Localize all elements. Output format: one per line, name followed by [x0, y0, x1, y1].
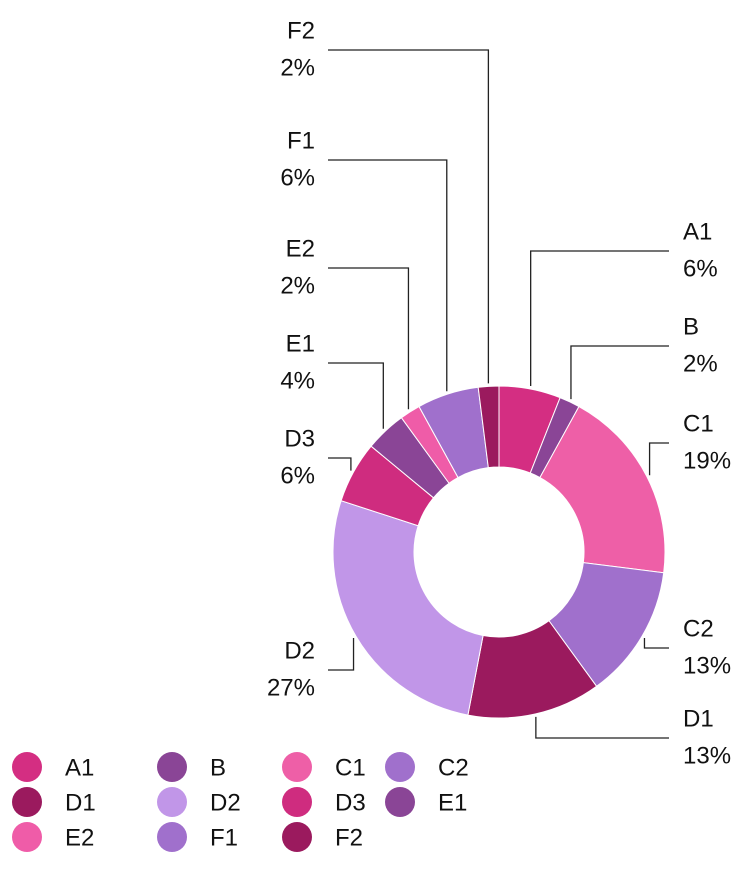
legend-swatch [12, 787, 42, 817]
leader-line [650, 443, 669, 475]
slice-label: B [683, 313, 699, 340]
value-label: 6% [280, 164, 315, 191]
value-label: 13% [683, 652, 731, 679]
legend-label: C2 [438, 754, 469, 781]
legend-label: D1 [65, 789, 96, 816]
leader-line [571, 346, 669, 399]
legend-swatch [157, 752, 187, 782]
donut-slice [333, 501, 483, 715]
legend-swatch [12, 752, 42, 782]
slice-label: C2 [683, 615, 714, 642]
leader-line [644, 638, 669, 648]
value-label: 6% [683, 255, 718, 282]
legend-swatch [157, 787, 187, 817]
legend-label: D3 [335, 789, 366, 816]
slice-label: A1 [683, 218, 712, 245]
value-label: 13% [683, 742, 731, 769]
leader-line [531, 251, 669, 386]
value-label: 6% [280, 462, 315, 489]
legend-swatch [385, 752, 415, 782]
legend-swatch [282, 822, 312, 852]
chart: A1 6% B 2% C1 19% C2 13% D1 13% D2 27% D3 6% E1 4% E2 2% F… [0, 0, 750, 888]
legend-label: A1 [65, 754, 94, 781]
legend-label: D2 [210, 789, 241, 816]
legend-label: C1 [335, 754, 366, 781]
value-label: 2% [280, 54, 315, 81]
leader-line [328, 363, 383, 429]
legend-label: E2 [65, 824, 94, 851]
legend-swatch [282, 787, 312, 817]
value-label: 2% [683, 350, 718, 377]
slice-label: D2 [284, 637, 315, 664]
value-label: 2% [280, 272, 315, 299]
slice-label: C1 [683, 410, 714, 437]
legend-label: B [210, 754, 226, 781]
leader-line [328, 160, 447, 391]
legend-label: E1 [438, 789, 467, 816]
slice-label: F2 [287, 17, 315, 44]
legend-swatch [157, 822, 187, 852]
slice-label: F1 [287, 127, 315, 154]
leader-line [328, 638, 354, 670]
value-label: 27% [267, 674, 315, 701]
leader-line [328, 458, 351, 471]
slice-label: E2 [286, 235, 315, 262]
legend-label: F2 [335, 824, 363, 851]
value-label: 4% [280, 367, 315, 394]
legend-label: F1 [210, 824, 238, 851]
slice-label: D1 [683, 705, 714, 732]
legend-swatch [282, 752, 312, 782]
value-label: 19% [683, 447, 731, 474]
leader-line [328, 268, 408, 409]
leader-line [536, 717, 669, 738]
legend-swatch [385, 787, 415, 817]
slice-label: E1 [286, 330, 315, 357]
slice-label: D3 [284, 425, 315, 452]
legend-swatch [12, 822, 42, 852]
